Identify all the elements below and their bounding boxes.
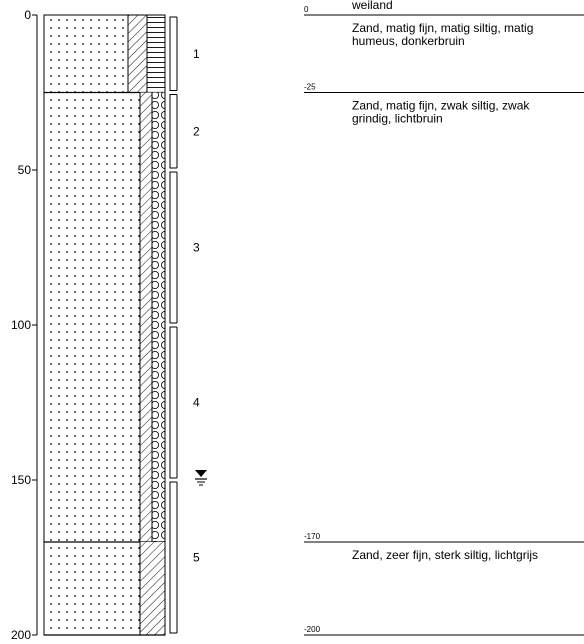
column-outline: [43, 14, 166, 636]
depth-tick-label: 150: [11, 473, 31, 487]
sample-bracket: [169, 16, 177, 91]
description-text: grindig, lichtbruin: [352, 112, 443, 126]
layer-band-hatch-horizontal: [147, 15, 165, 93]
description-depth-label: -25: [304, 83, 316, 92]
sample-bracket: [169, 94, 177, 169]
soil-column: [43, 14, 166, 636]
description-depth-label: -170: [304, 532, 321, 541]
groundwater-level-icon: [195, 470, 207, 486]
groundwater-marker: [195, 470, 207, 486]
layer-descriptions: weiland 0 Zand, matig fijn, matig siltig, …: [304, 0, 584, 636]
layer-band-hatch-diagonal: [140, 542, 165, 635]
depth-tick-label: 100: [11, 318, 31, 332]
sample-label: 5: [193, 551, 200, 565]
description-depth-label: -200: [304, 625, 321, 634]
depth-tick-label: 50: [18, 163, 32, 177]
sample-bracket: [169, 171, 177, 324]
surface-label: weiland: [351, 0, 393, 12]
layer-band-hatch-diagonal: [128, 15, 147, 93]
sample-label: 4: [193, 396, 200, 410]
sample-bracket: [169, 481, 177, 634]
sample-label: 2: [193, 124, 200, 138]
layer-band-gravel-circles: [152, 92, 165, 542]
depth-tick-label: 0: [24, 8, 31, 22]
sample-label: 3: [193, 241, 200, 255]
depth-axis: 0 50 100 150 200: [11, 8, 38, 642]
description-depth-label: 0: [304, 5, 309, 14]
description-text: Zand, matig fijn, zwak siltig, zwak: [352, 99, 530, 113]
description-text: Zand, matig fijn, matig siltig, matig: [352, 21, 533, 35]
description-text: humeus, donkerbruin: [352, 34, 465, 48]
depth-tick-label: 200: [11, 628, 31, 642]
layer-band-hatch-diagonal: [140, 92, 152, 542]
sample-bracket: [169, 326, 177, 479]
description-text: Zand, zeer fijn, sterk siltig, lichtgrij…: [352, 548, 538, 562]
sample-label: 1: [193, 47, 200, 61]
sample-intervals: 1 2 3 4 5: [169, 16, 200, 634]
